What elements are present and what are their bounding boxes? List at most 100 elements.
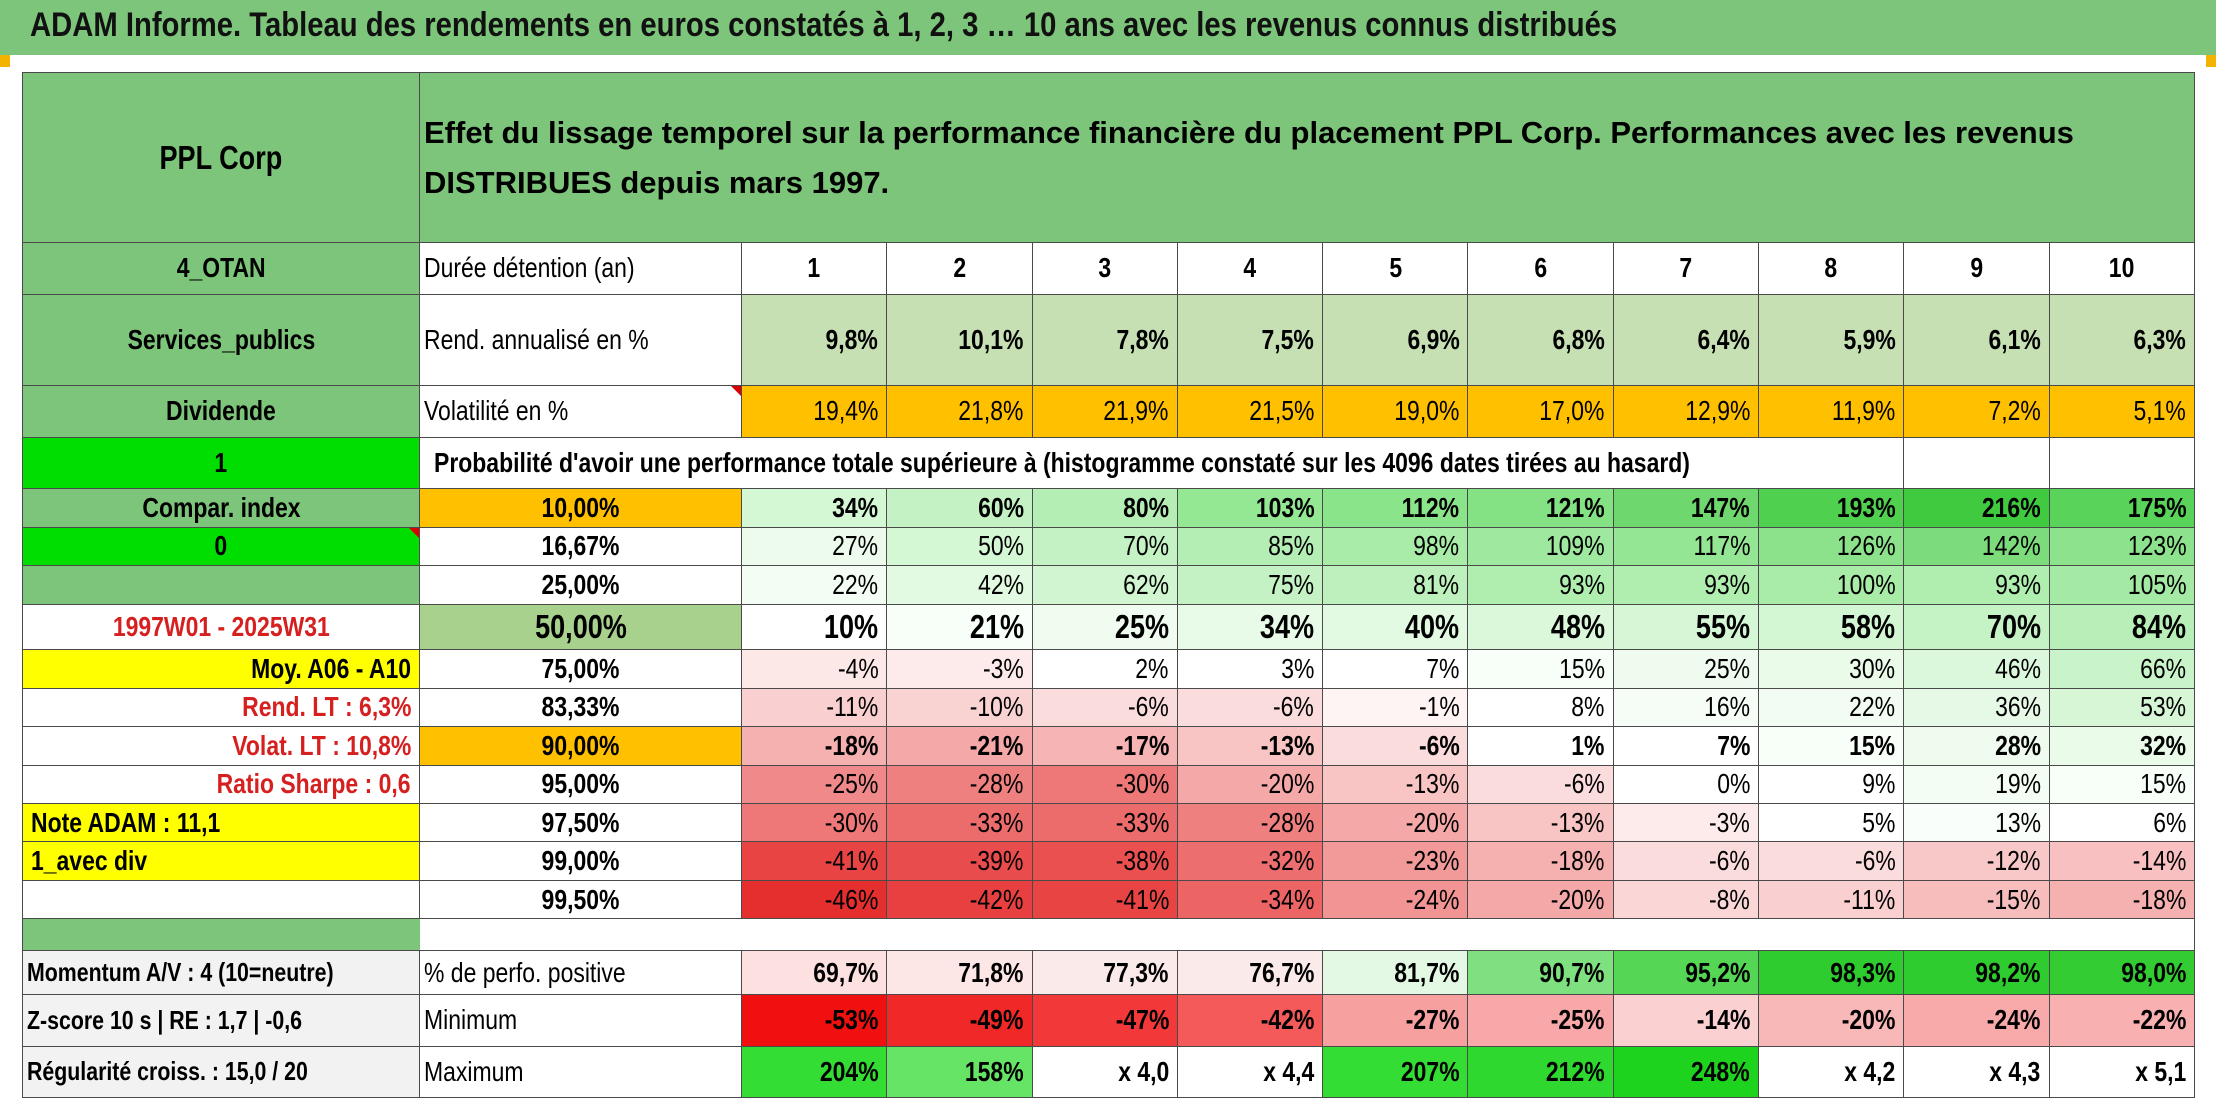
year-header: 8 — [1758, 242, 1905, 295]
regularite-cell: Régularité croiss. : 15,0 / 20 — [22, 1045, 420, 1098]
percentile-value: -4% — [740, 649, 888, 689]
percentile-value: 142% — [1903, 526, 2050, 567]
zscore-cell: Z-score 10 s | RE : 1,7 | -0,6 — [22, 994, 420, 1047]
percentile-value: 109% — [1467, 526, 1614, 567]
percentile-value: -25% — [740, 764, 888, 805]
percentile-value: 15% — [2048, 764, 2196, 805]
year-header: 5 — [1322, 242, 1469, 295]
percentile-value: -14% — [2048, 841, 2196, 881]
percentile-value: -6% — [1031, 687, 1178, 728]
proba-text: Probabilité d'avoir une performance tota… — [418, 436, 1905, 490]
percentile-value: 216% — [1903, 488, 2050, 528]
percentile-threshold: 95,00% — [419, 764, 742, 805]
max-value: x 4,3 — [1903, 1045, 2050, 1098]
max-label: Maximum — [419, 1045, 742, 1098]
sector-cell: Services_publics — [22, 293, 420, 386]
percentile-value: 40% — [1322, 603, 1469, 651]
vol-value: 21,9% — [1031, 384, 1178, 438]
percentile-value: 46% — [1903, 649, 2050, 689]
percentile-value: 7% — [1612, 726, 1760, 766]
percentile-value: -6% — [1467, 764, 1614, 805]
percentile-value: 15% — [1758, 726, 1905, 766]
percentile-value: -46% — [740, 879, 888, 920]
rend-label: Rend. annualisé en % — [419, 293, 742, 386]
volat-lt-cell: Volat. LT : 10,8% — [22, 726, 420, 766]
vol-value: 7,2% — [1903, 384, 2050, 438]
percentile-value: -18% — [1467, 841, 1614, 881]
pos-value: 71,8% — [886, 949, 1033, 996]
percentile-value: 193% — [1758, 488, 1905, 528]
percentile-value: 1% — [1467, 726, 1614, 766]
percentile-value: 123% — [2048, 526, 2196, 567]
rend-value: 9,8% — [740, 293, 888, 386]
empty-cell — [22, 879, 420, 920]
percentile-value: -18% — [740, 726, 888, 766]
spacer-cell — [419, 918, 2196, 951]
max-value: x 4,0 — [1031, 1045, 1178, 1098]
percentile-value: 22% — [740, 565, 888, 605]
spacer-green-cell — [22, 918, 420, 951]
percentile-value: 6% — [2048, 803, 2196, 843]
percentile-value: -28% — [1176, 803, 1324, 843]
percentile-value: -11% — [740, 687, 888, 728]
percentile-value: 8% — [1467, 687, 1614, 728]
duree-label: Durée détention (an) — [419, 242, 742, 295]
percentile-value: 98% — [1322, 526, 1469, 567]
pos-value: 77,3% — [1031, 949, 1178, 996]
percentile-value: -15% — [1903, 879, 2050, 920]
percentile-value: 105% — [2048, 565, 2196, 605]
percentile-value: 80% — [1031, 488, 1178, 528]
percentile-value: 9% — [1758, 764, 1905, 805]
percentile-value: -20% — [1322, 803, 1469, 843]
percentile-value: -12% — [1903, 841, 2050, 881]
percentile-value: 103% — [1176, 488, 1324, 528]
vol-value: 19,0% — [1322, 384, 1469, 438]
avec-div-cell: 1_avec div — [22, 841, 420, 881]
percentile-value: 34% — [740, 488, 888, 528]
percentile-value: -41% — [1031, 879, 1178, 920]
percentile-value: 10% — [740, 603, 888, 651]
description-text: Effet du lissage temporel sur la perform… — [424, 114, 2074, 200]
min-value: -47% — [1031, 994, 1178, 1047]
description-cell: Effet du lissage temporel sur la perform… — [418, 71, 2196, 244]
min-value: -14% — [1612, 994, 1760, 1047]
report-title: ADAM Informe. Tableau des rendements en … — [30, 6, 1618, 44]
percentile-value: 25% — [1031, 603, 1178, 651]
percentile-value: 13% — [1903, 803, 2050, 843]
percentile-value: 15% — [1467, 649, 1614, 689]
percentile-value: 70% — [1903, 603, 2050, 651]
percentile-threshold: 99,50% — [419, 879, 742, 920]
percentile-value: 2% — [1031, 649, 1178, 689]
percentile-value: -6% — [1176, 687, 1324, 728]
min-label: Minimum — [419, 994, 742, 1047]
empty-green-cell — [22, 565, 420, 605]
percentile-value: -39% — [886, 841, 1033, 881]
percentile-threshold: 16,67% — [419, 526, 742, 567]
rend-value: 7,8% — [1031, 293, 1178, 386]
max-value: 158% — [886, 1045, 1033, 1098]
min-value: -22% — [2048, 994, 2196, 1047]
percentile-value: -6% — [1612, 841, 1760, 881]
max-value: x 4,2 — [1758, 1045, 1905, 1098]
percentile-value: 21% — [886, 603, 1033, 651]
percentile-value: 85% — [1176, 526, 1324, 567]
option-one-cell[interactable]: 1 — [22, 436, 420, 490]
percentile-value: 126% — [1758, 526, 1905, 567]
percentile-value: 121% — [1467, 488, 1614, 528]
vol-value: 11,9% — [1758, 384, 1905, 438]
compar-index-cell: Compar. index — [22, 488, 420, 528]
pos-value: 98,3% — [1758, 949, 1905, 996]
min-value: -53% — [740, 994, 888, 1047]
percentile-value: -21% — [886, 726, 1033, 766]
percentile-value: -30% — [1031, 764, 1178, 805]
pos-value: 81,7% — [1322, 949, 1469, 996]
percentile-value: 0% — [1612, 764, 1760, 805]
vol-label: Volatilité en % — [419, 384, 742, 438]
pos-label: % de perfo. positive — [419, 949, 742, 996]
min-value: -24% — [1903, 994, 2050, 1047]
rend-value: 6,3% — [2048, 293, 2196, 386]
percentile-value: 32% — [2048, 726, 2196, 766]
year-header: 2 — [886, 242, 1033, 295]
corner-marker — [0, 55, 10, 67]
compar-zero-cell[interactable]: 0 — [22, 526, 420, 567]
